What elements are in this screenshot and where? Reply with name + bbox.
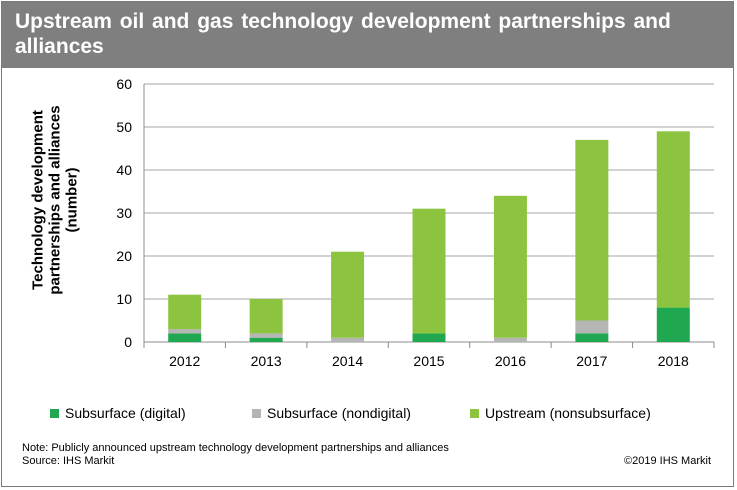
- legend-swatch-subsurface-nondigital: [252, 409, 261, 418]
- note-text: Note: Publicly announced upstream techno…: [22, 442, 449, 454]
- bar-upstream-nonsubsurface-2012: [168, 294, 202, 330]
- legend-swatch-upstream-nonsubsurface: [470, 409, 479, 418]
- legend-label-subsurface-digital: Subsurface (digital): [65, 405, 186, 421]
- legend-item-subsurface-nondigital: Subsurface (nondigital): [252, 405, 411, 421]
- bar-subsurface-nondigital-2016: [493, 337, 527, 342]
- y-tick-label: 10: [116, 291, 132, 307]
- bar-upstream-nonsubsurface-2016: [493, 195, 527, 338]
- y-tick-label: 0: [124, 334, 132, 350]
- x-tick-label: 2013: [251, 353, 282, 369]
- y-tick-label: 40: [116, 162, 132, 178]
- x-tick-label: 2015: [413, 353, 444, 369]
- chart-title: Upstream oil and gas technology developm…: [15, 10, 671, 58]
- legend-label-subsurface-nondigital: Subsurface (nondigital): [267, 405, 411, 421]
- legend-swatch-subsurface-digital: [50, 409, 59, 418]
- bar-upstream-nonsubsurface-2014: [331, 251, 365, 338]
- legend-label-upstream-nonsubsurface: Upstream (nonsubsurface): [485, 405, 651, 421]
- legend-item-subsurface-digital: Subsurface (digital): [50, 405, 186, 421]
- x-tick-label: 2018: [658, 353, 689, 369]
- source-text: Source: IHS Markit: [22, 455, 115, 467]
- y-tick-label: 20: [116, 248, 132, 264]
- bar-subsurface-digital-2013: [249, 337, 283, 342]
- bar-subsurface-digital-2015: [412, 333, 446, 342]
- x-tick-label: 2012: [169, 353, 200, 369]
- legend-item-upstream-nonsubsurface: Upstream (nonsubsurface): [470, 405, 651, 421]
- bar-subsurface-digital-2012: [168, 333, 202, 342]
- bar-upstream-nonsubsurface-2013: [249, 299, 283, 334]
- x-tick-label: 2016: [495, 353, 526, 369]
- bar-subsurface-nondigital-2017: [575, 320, 609, 334]
- y-tick-label: 30: [116, 205, 132, 221]
- bar-subsurface-digital-2018: [656, 307, 690, 342]
- x-tick-label: 2017: [576, 353, 607, 369]
- bar-subsurface-nondigital-2012: [168, 329, 202, 334]
- y-tick-label: 60: [116, 76, 132, 92]
- title-bar: Upstream oil and gas technology developm…: [2, 2, 733, 68]
- footnote: Note: Publicly announced upstream techno…: [22, 442, 449, 468]
- copyright-text: ©2019 IHS Markit: [624, 455, 711, 467]
- y-tick-label: 50: [116, 119, 132, 135]
- bar-subsurface-nondigital-2014: [331, 337, 365, 342]
- bar-subsurface-digital-2017: [575, 333, 609, 342]
- bar-upstream-nonsubsurface-2017: [575, 139, 609, 321]
- x-tick-label: 2014: [332, 353, 363, 369]
- legend: Subsurface (digital) Subsurface (nondigi…: [2, 405, 733, 423]
- bar-upstream-nonsubsurface-2015: [412, 208, 446, 334]
- bar-upstream-nonsubsurface-2018: [656, 131, 690, 308]
- bar-subsurface-nondigital-2013: [249, 333, 283, 338]
